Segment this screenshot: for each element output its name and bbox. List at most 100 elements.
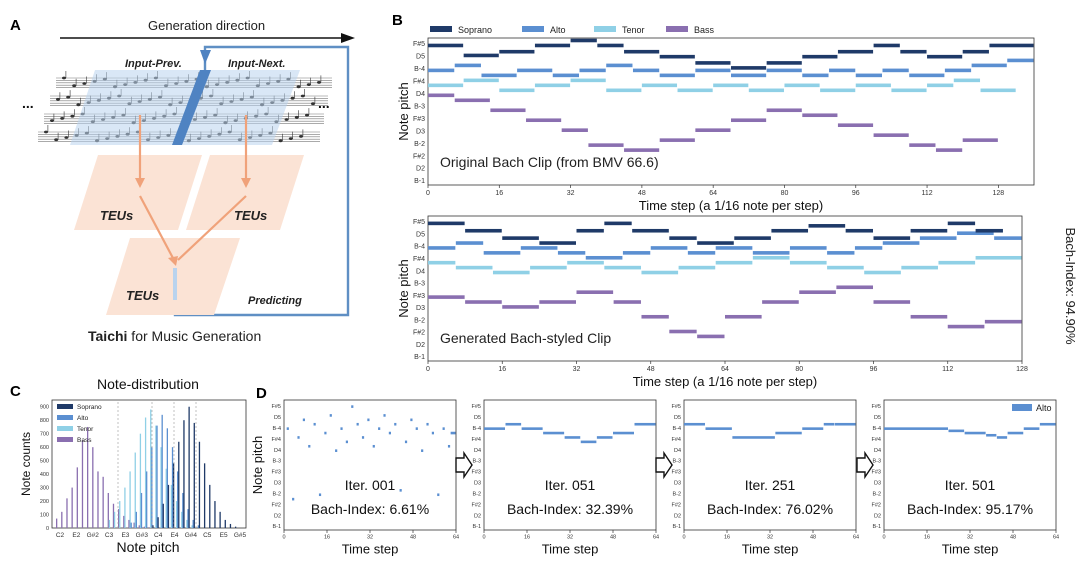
y-axis-label: Note pitch bbox=[250, 436, 265, 495]
y-tick-label: 600 bbox=[40, 445, 49, 451]
x-tick-label: 0 bbox=[482, 535, 485, 541]
note-bass bbox=[984, 319, 1022, 324]
note-alto bbox=[613, 431, 634, 435]
note-soprano bbox=[927, 54, 963, 59]
note-alto bbox=[552, 73, 579, 78]
note-bass bbox=[873, 300, 911, 304]
y-tick-label: 800 bbox=[40, 418, 49, 424]
iter-251-chart: F#5 D5 B-4 F#4 D4 B-3 F#3 D3 B-2 F#2 D2 B-10 16 32 48 6… bbox=[672, 399, 859, 557]
x-tick-label: 16 bbox=[524, 535, 530, 541]
note-alto bbox=[705, 427, 732, 430]
bar-soprano bbox=[183, 420, 185, 528]
x-tick-label: 32 bbox=[367, 535, 373, 541]
x-tick-label: 96 bbox=[870, 366, 878, 373]
teu-block-left bbox=[74, 155, 202, 230]
staff-note bbox=[76, 103, 81, 107]
bar-tenor bbox=[129, 471, 131, 528]
note-bass bbox=[697, 334, 725, 339]
bar-soprano bbox=[167, 484, 170, 528]
bar-alto bbox=[135, 511, 137, 528]
bar-alto bbox=[177, 471, 179, 528]
pitch-tick-label: D2 bbox=[274, 513, 281, 519]
note-alto bbox=[634, 422, 656, 426]
staff-note bbox=[82, 82, 87, 85]
pitch-tick-label: F#5 bbox=[272, 404, 281, 410]
pitch-tick-label: F#2 bbox=[672, 502, 681, 508]
pitch-tick-label: B-4 bbox=[672, 426, 681, 432]
note-alto bbox=[447, 444, 451, 448]
y-tick-label: 0 bbox=[46, 526, 49, 532]
note-tenor bbox=[492, 270, 530, 275]
legend-label-soprano: Soprano bbox=[458, 25, 492, 35]
note-alto bbox=[1007, 58, 1034, 63]
note-soprano bbox=[697, 241, 734, 245]
pitch-tick-label: B-4 bbox=[414, 244, 425, 251]
bar-bass bbox=[123, 515, 125, 528]
bar-tenor bbox=[181, 511, 183, 528]
x-tick-label: 0 bbox=[426, 366, 430, 373]
note-alto bbox=[302, 418, 305, 422]
note-soprano bbox=[624, 49, 660, 54]
bar-bass bbox=[128, 519, 130, 528]
iter-arrow-1 bbox=[455, 450, 473, 480]
pitch-tick-label: B-1 bbox=[472, 524, 481, 530]
note-alto bbox=[731, 73, 767, 78]
staff-note bbox=[56, 97, 60, 101]
legend-swatch-tenor bbox=[57, 426, 73, 431]
note-alto bbox=[632, 68, 660, 73]
pitch-tick-label: F#4 bbox=[672, 437, 681, 443]
pitch-tick-label: D4 bbox=[416, 268, 425, 275]
bar-tenor bbox=[144, 417, 147, 528]
note-bass bbox=[659, 138, 695, 142]
legend-swatch-bass bbox=[57, 437, 73, 442]
pitch-tick-label: D4 bbox=[874, 448, 881, 454]
y-tick-label: 100 bbox=[40, 513, 49, 519]
pitch-tick-label: D2 bbox=[416, 342, 425, 349]
x-tick-label: G#5 bbox=[234, 532, 247, 539]
current-step-band bbox=[172, 70, 211, 145]
note-alto bbox=[996, 436, 1008, 439]
pitch-tick-label: B-2 bbox=[414, 317, 425, 324]
note-bass bbox=[695, 128, 731, 132]
note-alto bbox=[752, 251, 790, 255]
x-tick-label: 112 bbox=[942, 366, 953, 373]
pitch-tick-label: B-3 bbox=[414, 103, 425, 110]
note-tenor bbox=[428, 83, 464, 88]
bar-alto bbox=[146, 471, 148, 528]
pitch-tick-label: F#3 bbox=[272, 470, 281, 476]
pitch-tick-label: D3 bbox=[874, 481, 881, 487]
pitch-tick-label: B-4 bbox=[472, 426, 481, 432]
bar-bass bbox=[76, 467, 78, 528]
note-alto bbox=[292, 497, 295, 501]
x-tick-label: E2 bbox=[72, 532, 80, 539]
pitch-tick-label: B-2 bbox=[672, 491, 681, 497]
note-soprano bbox=[576, 228, 604, 233]
current-step-arrow bbox=[200, 50, 211, 64]
pitch-tick-label: B-3 bbox=[272, 459, 281, 465]
legend-swatch-alto bbox=[57, 415, 73, 420]
iteration-title: Iter. 501 bbox=[945, 477, 996, 493]
x-tick-label: G#3 bbox=[136, 532, 149, 539]
pitch-tick-label: D2 bbox=[474, 513, 481, 519]
note-bass bbox=[909, 143, 936, 147]
pitch-tick-label: D4 bbox=[674, 448, 681, 454]
x-tick-label: 48 bbox=[647, 366, 655, 373]
legend-swatch-soprano bbox=[57, 404, 73, 409]
note-alto bbox=[356, 422, 359, 426]
bar-bass bbox=[97, 471, 99, 528]
bach-index-annotation: Bach-Index: 6.61% bbox=[311, 501, 429, 517]
x-tick-label: 64 bbox=[709, 190, 717, 197]
pitch-tick-label: F#3 bbox=[413, 293, 425, 300]
note-soprano bbox=[802, 54, 838, 59]
arrow-teu-right-to-bottom bbox=[177, 195, 247, 261]
note-alto bbox=[919, 236, 957, 240]
note-alto bbox=[517, 68, 553, 73]
note-alto bbox=[884, 427, 948, 430]
note-bass bbox=[502, 305, 539, 309]
input-next-window bbox=[178, 70, 300, 145]
plot-frame bbox=[427, 37, 1035, 186]
staff-note bbox=[44, 130, 48, 134]
legend-swatch-bass bbox=[666, 26, 688, 32]
note-tenor bbox=[938, 260, 976, 265]
note-tenor bbox=[641, 270, 679, 275]
